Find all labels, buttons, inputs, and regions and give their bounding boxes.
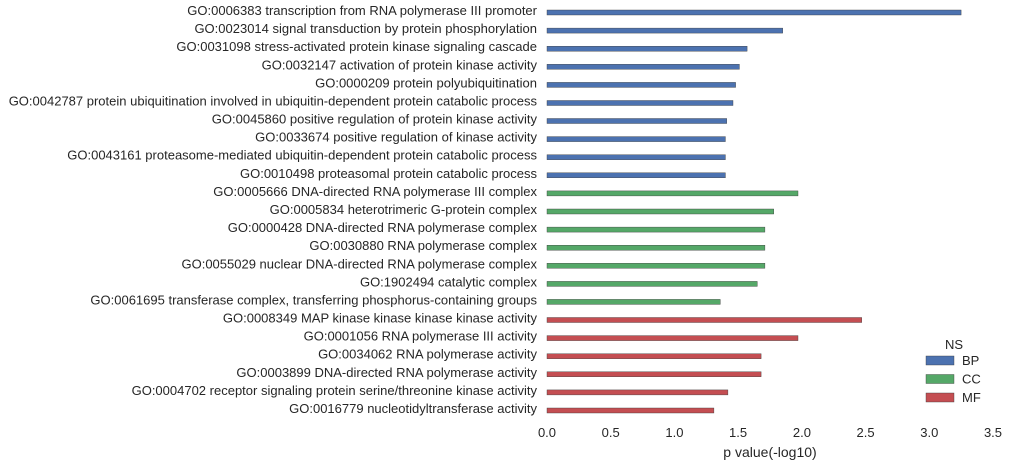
legend-entry-cc: CC (962, 372, 981, 387)
legend-swatch-bp (925, 355, 955, 366)
bar-bp-5 (546, 100, 734, 106)
category-label: GO:0032147 activation of protein kinase … (262, 57, 538, 72)
bar-mf-18 (546, 335, 799, 341)
x-tick-label: 3.5 (984, 425, 1002, 440)
bar-bp-4 (546, 82, 736, 88)
bar-cc-10 (546, 190, 799, 197)
category-label: GO:0008349 MAP kinase kinase kinase kina… (223, 311, 538, 326)
category-label: GO:0023014 signal transduction by protei… (194, 21, 537, 36)
bar-bp-0 (546, 9, 962, 16)
category-label: GO:0061695 transferase complex, transfer… (90, 292, 537, 307)
bar-cc-16 (546, 299, 721, 305)
category-label: GO:0030880 RNA polymerase complex (309, 238, 537, 253)
x-axis-label: p value(-log10) (723, 444, 816, 460)
bar-bp-7 (546, 136, 726, 142)
legend-entry-mf: MF (962, 390, 981, 405)
legend-swatch-cc (925, 374, 955, 384)
bar-cc-13 (546, 244, 766, 251)
category-label: GO:0045860 positive regulation of protei… (212, 112, 538, 127)
x-tick-label: 2.5 (857, 425, 875, 440)
bar-cc-15 (546, 281, 758, 287)
bar-bp-8 (546, 154, 726, 160)
category-label: GO:0016779 nucleotidyltransferase activi… (289, 401, 537, 416)
bar-mf-22 (546, 407, 715, 414)
bar-bp-6 (546, 118, 727, 124)
category-labels-group: GO:0006383 transcription from RNA polyme… (9, 3, 538, 416)
bar-bp-3 (546, 64, 740, 70)
category-label: GO:0005834 heterotrimeric G-protein comp… (270, 202, 538, 217)
legend: NS BP CC MF (925, 337, 981, 405)
legend-title: NS (945, 337, 963, 352)
category-label: GO:0000428 DNA-directed RNA polymerase c… (228, 220, 538, 235)
x-tick-label: 1.5 (729, 425, 747, 440)
category-label: GO:0003899 DNA-directed RNA polymerase a… (236, 365, 537, 380)
bar-bp-1 (546, 27, 783, 34)
x-tick-label: 1.0 (665, 425, 683, 440)
category-label: GO:0010498 proteasomal protein catabolic… (240, 166, 538, 181)
x-tick-label: 0.5 (602, 425, 620, 440)
x-tick-label: 0.0 (538, 425, 556, 440)
category-label: GO:1902494 catalytic complex (360, 274, 538, 289)
bar-mf-20 (546, 371, 762, 377)
x-axis-ticks-group: 0.0 0.5 1.0 1.5 2.0 2.5 3.0 3.5 (538, 425, 1002, 440)
category-label: GO:0005666 DNA-directed RNA polymerase I… (213, 184, 537, 199)
category-label: GO:0006383 transcription from RNA polyme… (187, 3, 537, 18)
bar-cc-14 (546, 263, 766, 269)
category-label: GO:0042787 protein ubiquitination involv… (9, 94, 538, 109)
bar-bp-2 (546, 46, 748, 52)
bar-mf-21 (546, 389, 729, 396)
category-label: GO:0034062 RNA polymerase activity (318, 347, 537, 362)
bar-cc-11 (546, 208, 775, 215)
bar-cc-12 (546, 226, 766, 233)
bar-mf-19 (546, 353, 762, 359)
bar-mf-17 (546, 317, 862, 323)
category-label: GO:0055029 nuclear DNA-directed RNA poly… (181, 256, 537, 271)
x-tick-label: 3.0 (920, 425, 938, 440)
category-label: GO:0004702 receptor signaling protein se… (132, 383, 538, 398)
legend-entry-bp: BP (962, 353, 979, 368)
x-tick-label: 2.0 (793, 425, 811, 440)
bars-group (546, 9, 962, 414)
category-label: GO:0033674 positive regulation of kinase… (255, 130, 537, 145)
bar-bp-9 (546, 172, 726, 179)
category-label: GO:0043161 proteasome-mediated ubiquitin… (67, 148, 537, 163)
category-label: GO:0000209 protein polyubiquitination (315, 75, 537, 90)
legend-swatch-mf (925, 392, 955, 403)
category-label: GO:0031098 stress-activated protein kina… (176, 39, 537, 54)
category-label: GO:0001056 RNA polymerase III activity (304, 329, 538, 344)
